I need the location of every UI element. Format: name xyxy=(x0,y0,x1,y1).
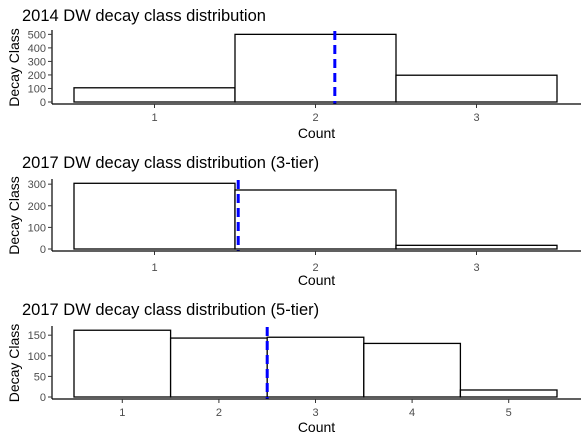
y-tick-label: 100 xyxy=(28,351,46,363)
bar-1 xyxy=(73,329,172,398)
x-tick-label: 3 xyxy=(312,407,318,419)
x-tick-label: 2 xyxy=(216,407,222,419)
x-axis-title: Count xyxy=(298,125,335,141)
x-tick-label: 1 xyxy=(119,407,125,419)
y-axis-title: Decay Class xyxy=(6,28,22,107)
y-tick-label: 100 xyxy=(28,222,46,234)
y-tick-label: 500 xyxy=(28,29,46,41)
chart-title: 2017 DW decay class distribution (5-tier… xyxy=(22,301,319,319)
y-tick-label: 0 xyxy=(40,392,46,404)
y-tick-label: 50 xyxy=(34,371,46,383)
bar-1 xyxy=(73,182,236,250)
x-tick-label: 3 xyxy=(473,262,479,274)
bar-3 xyxy=(395,244,558,250)
x-tick-label: 2 xyxy=(312,262,318,274)
y-tick-label: 0 xyxy=(40,244,46,256)
chart-panel-2: 2017 DW decay class distribution (3-tier… xyxy=(6,154,581,288)
chart-title: 2017 DW decay class distribution (3-tier… xyxy=(22,154,319,172)
bar-3 xyxy=(266,336,365,398)
y-axis-title: Decay Class xyxy=(6,324,22,403)
y-tick-label: 300 xyxy=(28,56,46,68)
y-tick-label: 200 xyxy=(28,201,46,213)
bar-2 xyxy=(234,33,397,103)
y-tick-label: 100 xyxy=(28,83,46,95)
x-tick-label: 4 xyxy=(409,407,415,419)
y-tick-label: 300 xyxy=(28,179,46,191)
x-tick-label: 3 xyxy=(473,112,479,124)
x-tick-label: 1 xyxy=(151,262,157,274)
bar-2 xyxy=(234,189,397,250)
bar-1 xyxy=(73,87,236,103)
y-tick-label: 200 xyxy=(28,70,46,82)
bar-2 xyxy=(169,337,268,398)
bar-4 xyxy=(363,342,462,398)
y-tick-label: 400 xyxy=(28,43,46,55)
bar-3 xyxy=(395,74,558,103)
y-tick-label: 150 xyxy=(28,330,46,342)
chart-panel-3: 2017 DW decay class distribution (5-tier… xyxy=(6,301,581,435)
y-tick-label: 0 xyxy=(40,97,46,109)
x-tick-label: 2 xyxy=(312,112,318,124)
chart-title: 2014 DW decay class distribution xyxy=(22,7,266,25)
x-axis-title: Count xyxy=(298,419,335,435)
x-tick-label: 5 xyxy=(506,407,512,419)
y-axis-title: Decay Class xyxy=(6,176,22,255)
bar-5 xyxy=(459,389,558,398)
x-tick-label: 1 xyxy=(151,112,157,124)
x-axis-title: Count xyxy=(298,272,335,288)
